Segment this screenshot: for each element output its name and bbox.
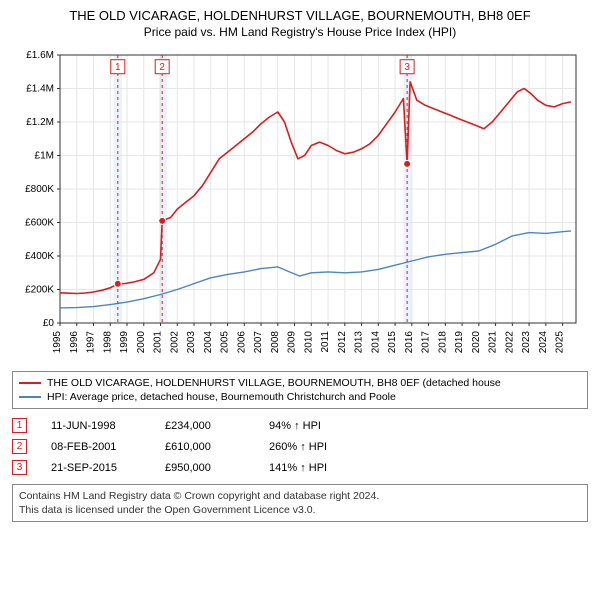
sale-date: 11-JUN-1998 [51,420,141,432]
sale-price: £234,000 [165,420,245,432]
attribution-line: Contains HM Land Registry data © Crown c… [19,489,581,503]
svg-text:1996: 1996 [69,331,80,354]
svg-text:£1.2M: £1.2M [26,117,54,128]
attribution-box: Contains HM Land Registry data © Crown c… [12,484,588,522]
svg-text:2021: 2021 [488,331,499,354]
sale-badge-number: 3 [17,462,23,473]
sale-row: 2 08-FEB-2001 £610,000 260% ↑ HPI [12,436,588,457]
legend-item: THE OLD VICARAGE, HOLDENHURST VILLAGE, B… [19,376,581,390]
sale-date: 08-FEB-2001 [51,441,141,453]
legend-label: HPI: Average price, detached house, Bour… [47,391,396,403]
svg-text:£1.4M: £1.4M [26,84,54,95]
sale-badge: 1 [12,418,27,433]
svg-text:2025: 2025 [555,331,566,354]
svg-text:1995: 1995 [52,331,63,354]
sale-row: 1 11-JUN-1998 £234,000 94% ↑ HPI [12,415,588,436]
sale-hpi: 141% ↑ HPI [269,462,379,474]
svg-text:1999: 1999 [119,331,130,354]
svg-text:£600K: £600K [25,218,54,229]
svg-text:2024: 2024 [538,331,549,354]
sale-badge: 3 [12,460,27,475]
svg-text:£1M: £1M [35,151,54,162]
sale-badge: 2 [12,439,27,454]
svg-text:2010: 2010 [303,331,314,354]
svg-text:2001: 2001 [153,331,164,354]
svg-text:2015: 2015 [387,331,398,354]
sale-badge-number: 2 [17,441,23,452]
sale-price: £950,000 [165,462,245,474]
sales-table: 1 11-JUN-1998 £234,000 94% ↑ HPI 2 08-FE… [12,415,588,478]
sale-price: £610,000 [165,441,245,453]
chart-title-block: THE OLD VICARAGE, HOLDENHURST VILLAGE, B… [12,8,588,39]
svg-text:1: 1 [115,62,121,73]
svg-text:2000: 2000 [136,331,147,354]
svg-text:£200K: £200K [25,285,54,296]
svg-text:2: 2 [159,62,165,73]
legend-label: THE OLD VICARAGE, HOLDENHURST VILLAGE, B… [47,377,501,389]
svg-text:2008: 2008 [270,331,281,354]
chart-area: £0 £200K £400K £600K £800K £1M £1.2M £1.4M £1.6M… [12,45,588,365]
svg-text:2006: 2006 [236,331,247,354]
svg-text:2007: 2007 [253,331,264,354]
svg-text:2005: 2005 [220,331,231,354]
chart-title-line1: THE OLD VICARAGE, HOLDENHURST VILLAGE, B… [12,8,588,23]
svg-text:2019: 2019 [454,331,465,354]
svg-text:2011: 2011 [320,331,331,353]
svg-text:1997: 1997 [86,331,97,354]
svg-text:2018: 2018 [437,331,448,354]
sale-hpi: 94% ↑ HPI [269,420,379,432]
svg-text:2022: 2022 [504,331,515,354]
svg-text:£1.6M: £1.6M [26,50,54,61]
legend-swatch [19,382,41,384]
svg-text:2023: 2023 [521,331,532,354]
svg-text:£0: £0 [43,318,55,329]
svg-text:2013: 2013 [354,331,365,354]
sale-row: 3 21-SEP-2015 £950,000 141% ↑ HPI [12,457,588,478]
legend-swatch [19,396,41,398]
svg-text:2009: 2009 [287,331,298,354]
legend-item: HPI: Average price, detached house, Bour… [19,390,581,404]
legend-box: THE OLD VICARAGE, HOLDENHURST VILLAGE, B… [12,371,588,409]
svg-text:2016: 2016 [404,331,415,354]
sale-badge-number: 1 [17,420,23,431]
attribution-line: This data is licensed under the Open Gov… [19,503,581,517]
svg-text:2014: 2014 [370,331,381,354]
svg-text:2004: 2004 [203,331,214,354]
svg-text:2002: 2002 [169,331,180,354]
svg-text:2003: 2003 [186,331,197,354]
svg-text:1998: 1998 [102,331,113,354]
sale-hpi: 260% ↑ HPI [269,441,379,453]
price-chart-svg: £0 £200K £400K £600K £800K £1M £1.2M £1.4M £1.6M… [12,45,588,365]
sale-date: 21-SEP-2015 [51,462,141,474]
svg-text:3: 3 [404,62,410,73]
chart-title-line2: Price paid vs. HM Land Registry's House … [12,25,588,39]
svg-text:£800K: £800K [25,184,54,195]
svg-text:2020: 2020 [471,331,482,354]
svg-text:2017: 2017 [421,331,432,354]
svg-text:2012: 2012 [337,331,348,354]
svg-text:£400K: £400K [25,251,54,262]
